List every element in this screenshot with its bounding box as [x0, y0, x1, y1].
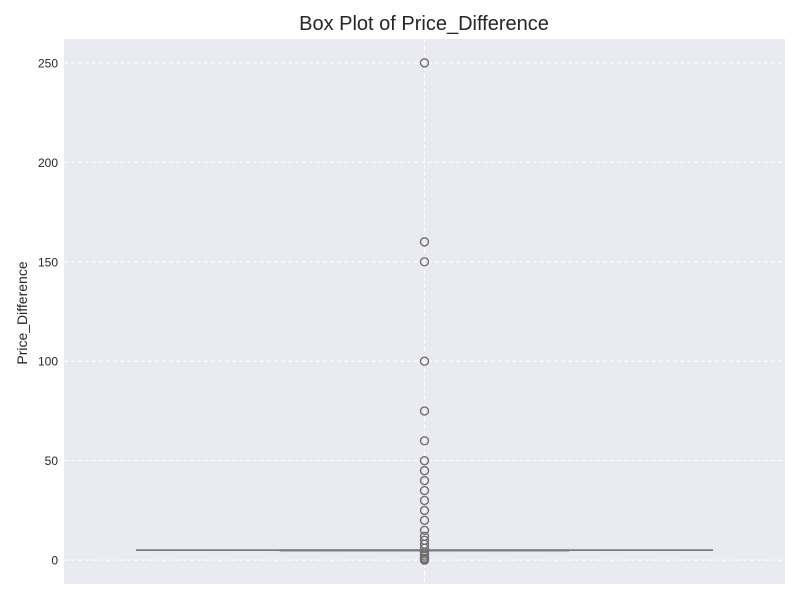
outlier-point [419, 436, 430, 446]
y-tick-label: 0 [51, 554, 58, 568]
outlier-point [419, 555, 430, 565]
y-axis-ticks: 0 50 100 150 200 250 [38, 56, 58, 567]
plot-area [64, 39, 785, 584]
outlier-point [419, 485, 430, 496]
outlier-points [419, 58, 430, 565]
outlier-point [419, 495, 430, 506]
outlier-point [419, 505, 430, 516]
outlier-point [419, 525, 430, 535]
outlier-point [419, 237, 430, 247]
y-tick-label: 200 [38, 156, 58, 170]
y-tick-label: 250 [38, 56, 58, 70]
y-tick-label: 100 [38, 355, 58, 369]
outlier-point [419, 475, 430, 486]
outlier-point [419, 465, 430, 476]
outlier-point [419, 58, 430, 68]
chart-title: Box Plot of Price_Difference [299, 13, 549, 35]
outlier-point [419, 515, 430, 526]
outlier-point [419, 455, 430, 466]
outlier-point [419, 356, 430, 366]
y-tick-label: 150 [38, 255, 58, 269]
y-axis-label: Price_Difference [14, 261, 30, 364]
outlier-point [419, 257, 430, 267]
outlier-point [419, 406, 430, 416]
y-tick-label: 50 [45, 454, 59, 468]
